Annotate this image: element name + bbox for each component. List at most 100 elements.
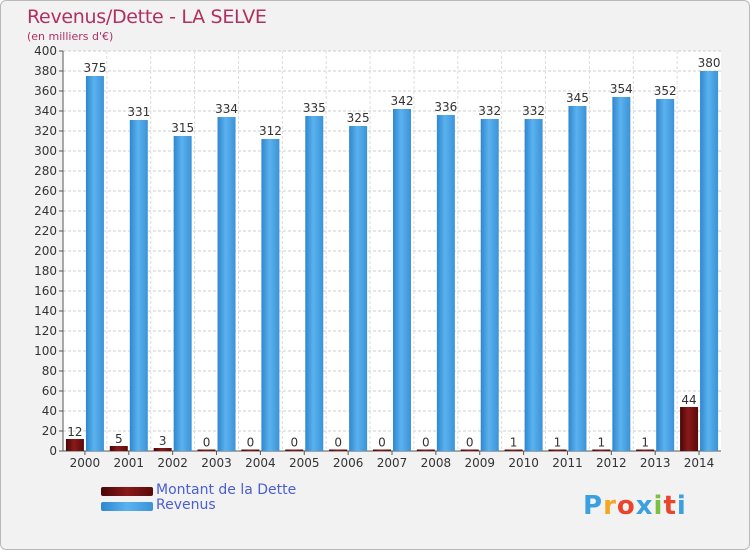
data-label-revenus: 342 — [391, 94, 414, 108]
bar-dette-2009 — [460, 449, 479, 451]
bar-dette-2001 — [109, 446, 128, 451]
logo-letter: i — [653, 491, 664, 521]
x-tick-label: 2013 — [640, 456, 671, 470]
x-tick-label: 2000 — [70, 456, 101, 470]
logo-letter: t — [663, 491, 677, 521]
y-tick-label: 160 — [34, 284, 57, 298]
bar-revenus-2012 — [612, 97, 631, 451]
x-tick-label: 2006 — [333, 456, 364, 470]
bar-dette-2012 — [592, 449, 611, 451]
data-label-dette: 12 — [67, 425, 82, 439]
x-tick-label: 2004 — [245, 456, 276, 470]
bar-revenus-2014 — [700, 71, 719, 451]
data-label-dette: 0 — [290, 436, 298, 450]
x-tick-label: 2012 — [596, 456, 627, 470]
chart-subtitle: (en milliers d'€) — [27, 30, 114, 43]
bar-revenus-2010 — [524, 119, 543, 451]
logo-letter: P — [583, 491, 604, 521]
plot-area — [63, 51, 721, 451]
y-tick-label: 300 — [34, 144, 57, 158]
y-tick-label: 340 — [34, 104, 57, 118]
data-label-revenus: 334 — [215, 102, 238, 116]
data-label-revenus: 335 — [303, 101, 326, 115]
data-label-revenus: 352 — [654, 84, 677, 98]
bar-dette-2010 — [504, 449, 523, 451]
y-tick-label: 380 — [34, 64, 57, 78]
bar-dette-2000 — [65, 439, 84, 451]
data-label-revenus: 315 — [171, 121, 194, 135]
bar-revenus-2000 — [85, 76, 104, 451]
bar-dette-2005 — [285, 449, 304, 451]
bar-dette-2013 — [636, 449, 655, 451]
x-tick-label: 2010 — [508, 456, 539, 470]
bar-revenus-2007 — [393, 109, 411, 451]
x-tick-label: 2009 — [464, 456, 495, 470]
y-tick-label: 260 — [34, 184, 57, 198]
y-tick-label: 80 — [42, 364, 57, 378]
logo-letter: x — [635, 491, 654, 521]
y-tick-label: 280 — [34, 164, 57, 178]
bar-revenus-2005 — [305, 116, 324, 451]
data-label-dette: 1 — [598, 436, 606, 450]
data-label-dette: 44 — [681, 393, 696, 407]
legend-label-revenus: Revenus — [156, 497, 216, 513]
bar-revenus-2008 — [436, 115, 455, 451]
data-label-dette: 1 — [641, 436, 649, 450]
data-label-dette: 0 — [203, 436, 211, 450]
y-tick-label: 140 — [34, 304, 57, 318]
proxiti-logo: Proxiti — [583, 491, 687, 521]
y-tick-label: 320 — [34, 124, 57, 138]
x-tick-label: 2005 — [289, 456, 320, 470]
bar-dette-2004 — [241, 449, 260, 451]
data-label-revenus: 345 — [566, 91, 589, 105]
data-label-dette: 0 — [247, 436, 255, 450]
y-tick-label: 0 — [49, 444, 57, 458]
y-tick-label: 20 — [42, 424, 57, 438]
bar-dette-2003 — [197, 449, 216, 451]
data-label-dette: 1 — [554, 436, 562, 450]
y-tick-label: 180 — [34, 264, 57, 278]
bar-revenus-2001 — [129, 120, 148, 451]
data-label-revenus: 325 — [347, 111, 370, 125]
x-tick-label: 2001 — [114, 456, 145, 470]
data-label-dette: 0 — [334, 436, 342, 450]
bar-dette-2008 — [416, 449, 435, 451]
y-tick-label: 200 — [34, 244, 57, 258]
bar-revenus-2004 — [261, 139, 280, 451]
bar-dette-2002 — [153, 448, 172, 451]
bar-revenus-2013 — [656, 99, 675, 451]
x-tick-label: 2011 — [552, 456, 583, 470]
legend-swatch-revenus — [101, 502, 153, 511]
logo-letter: i — [676, 491, 687, 521]
x-tick-label: 2003 — [201, 456, 232, 470]
data-label-dette: 5 — [115, 432, 123, 446]
bar-dette-2014 — [680, 407, 699, 451]
logo-letter: o — [616, 491, 636, 521]
x-tick-label: 2014 — [684, 456, 715, 470]
bar-revenus-2011 — [568, 106, 587, 451]
y-tick-label: 360 — [34, 84, 57, 98]
data-label-revenus: 380 — [698, 56, 721, 70]
x-tick-label: 2002 — [157, 456, 188, 470]
bar-revenus-2003 — [217, 117, 236, 451]
logo-letter: r — [603, 491, 617, 521]
legend-swatch-dette — [101, 487, 153, 496]
x-tick-label: 2007 — [377, 456, 408, 470]
y-tick-label: 120 — [34, 324, 57, 338]
bar-dette-2006 — [329, 449, 348, 451]
x-tick-label: 2008 — [421, 456, 452, 470]
data-label-dette: 3 — [159, 434, 167, 448]
data-label-revenus: 336 — [434, 100, 457, 114]
y-tick-label: 60 — [42, 384, 57, 398]
data-label-dette: 0 — [466, 436, 474, 450]
y-tick-label: 100 — [34, 344, 57, 358]
legend-label-dette: Montant de la Dette — [156, 482, 297, 498]
bar-dette-2007 — [373, 449, 391, 451]
data-label-revenus: 332 — [522, 104, 545, 118]
data-label-dette: 0 — [422, 436, 430, 450]
bar-revenus-2009 — [480, 119, 499, 451]
data-label-revenus: 375 — [83, 61, 106, 75]
bar-revenus-2006 — [349, 126, 368, 451]
